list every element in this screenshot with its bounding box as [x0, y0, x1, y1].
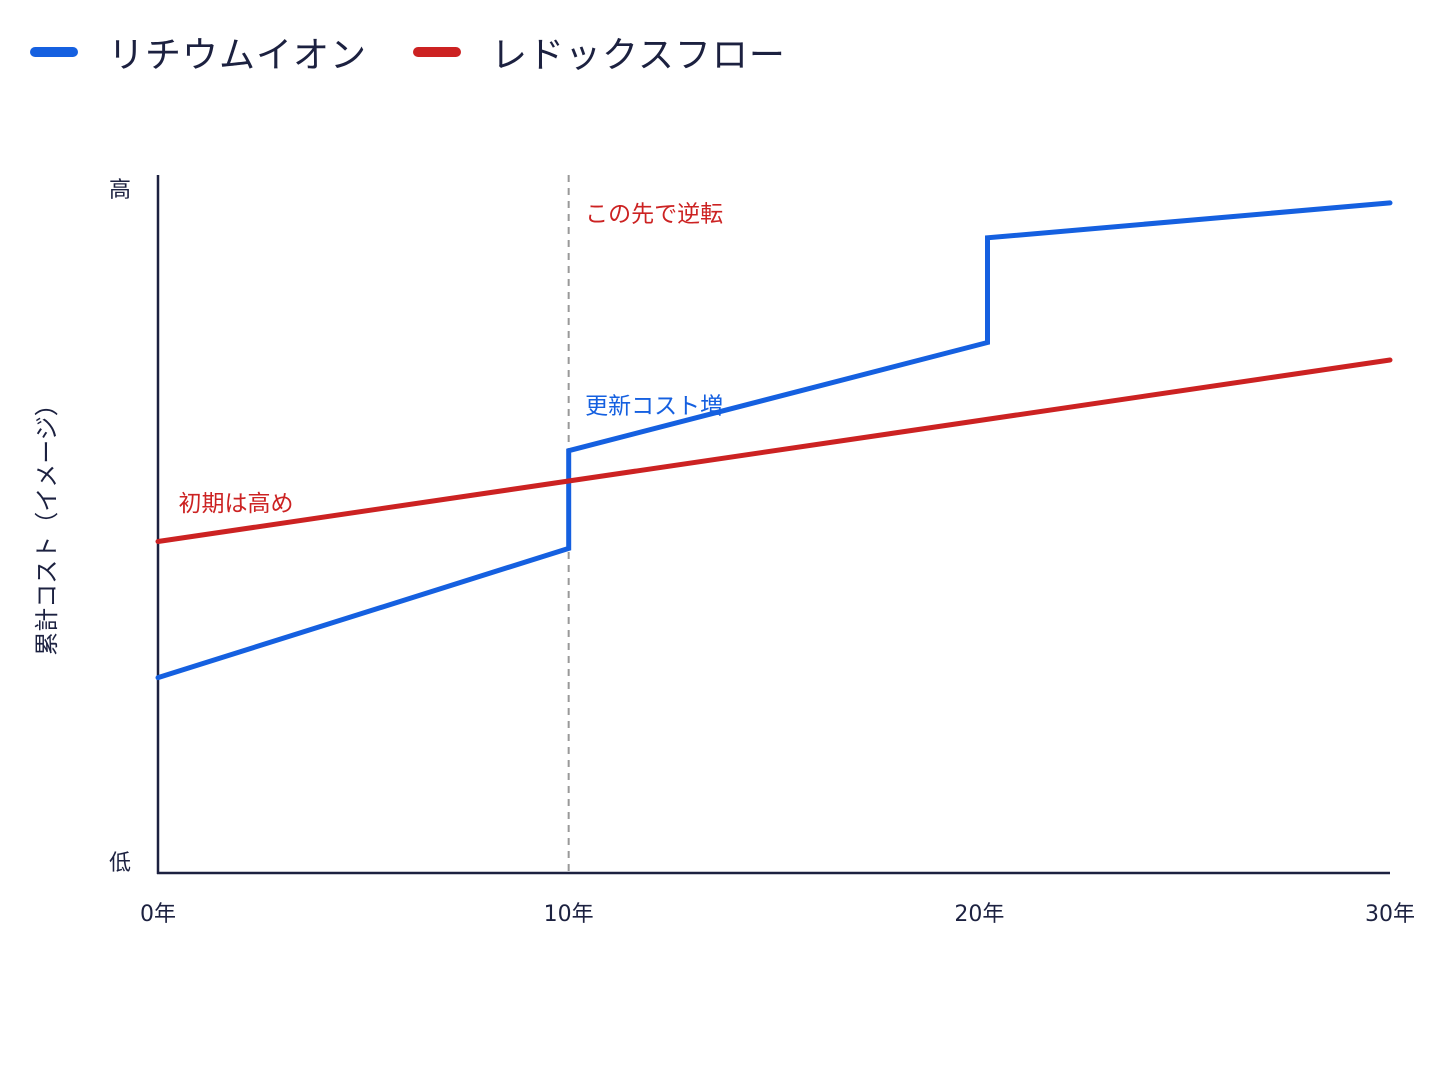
annotation-1: この先で逆転: [585, 201, 723, 227]
legend-label-redox: レドックスフロー: [491, 35, 786, 76]
series-line-0: [155, 200, 1393, 681]
series-line-1: [155, 357, 1393, 544]
y-tick-label-1: 高: [109, 178, 131, 203]
annotation-2: 更新コスト増: [585, 393, 723, 419]
x-tick-label-0: 0年: [140, 902, 176, 927]
x-tick-label-2: 20年: [954, 902, 1004, 927]
x-tick-label-3: 30年: [1365, 902, 1415, 927]
legend-swatch-redox: [413, 47, 462, 57]
legend-swatch-lithium: [30, 47, 78, 57]
legend-item-lithium: リチウムイオン: [30, 26, 367, 78]
y-axis-title: 累計コスト（イメージ）: [33, 392, 61, 656]
legend-label-lithium: リチウムイオン: [108, 35, 368, 76]
x-tick-label-1: 10年: [544, 902, 594, 927]
legend-item-redox: レドックスフロー: [413, 26, 786, 78]
legend: リチウムイオン レドックスフロー: [30, 22, 832, 82]
annotation-0: 初期は高め: [179, 491, 294, 517]
y-tick-label-0: 低: [109, 851, 131, 876]
